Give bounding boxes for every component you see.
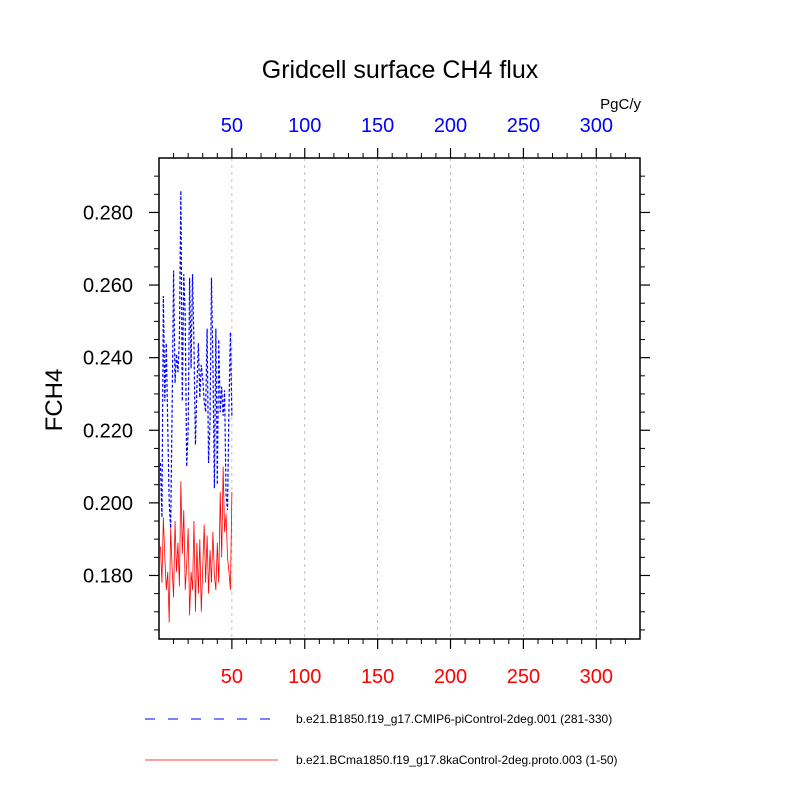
x-tick-label-top: 100: [288, 115, 321, 137]
chart-title: Gridcell surface CH4 flux: [262, 56, 539, 84]
y-tick-label: 0.180: [83, 565, 133, 587]
x-tick-label-bottom: 250: [507, 666, 540, 688]
series-layer: [159, 190, 233, 623]
x-tick-label-bottom: 100: [288, 666, 321, 688]
x-tick-label-top: 300: [580, 115, 613, 137]
y-tick-label: 0.200: [83, 493, 133, 515]
series-line-1: [159, 190, 233, 529]
y-tick-label: 0.240: [83, 348, 133, 370]
legend-label-series-1: b.e21.B1850.f19_g17.CMIP6-piControl-2deg…: [296, 712, 612, 726]
x-tick-label-top: 150: [361, 115, 394, 137]
y-tick-label: 0.260: [83, 275, 133, 297]
series-line-2: [160, 466, 233, 623]
y-tick-label: 0.280: [83, 202, 133, 224]
y-tick-label: 0.220: [83, 420, 133, 442]
grid-layer: [231, 158, 597, 639]
tick-layer: 50 50 100 100 150 150 200 200 250 250 300 300 0.180 0…: [83, 115, 650, 688]
x-tick-label-bottom: 150: [361, 666, 394, 688]
units-label: PgC/y: [600, 96, 641, 113]
x-tick-label-top: 50: [221, 115, 243, 137]
x-tick-label-top: 250: [507, 115, 540, 137]
x-tick-label-bottom: 300: [580, 666, 613, 688]
x-tick-label-top: 200: [434, 115, 467, 137]
legend: b.e21.B1850.f19_g17.CMIP6-piControl-2deg…: [145, 712, 618, 767]
plot-frame: [158, 157, 641, 640]
legend-label-series-2: b.e21.BCma1850.f19_g17.8kaControl-2deg.p…: [296, 753, 618, 767]
y-axis-label: FCH4: [41, 369, 68, 432]
x-tick-label-bottom: 50: [221, 666, 243, 688]
x-tick-label-bottom: 200: [434, 666, 467, 688]
